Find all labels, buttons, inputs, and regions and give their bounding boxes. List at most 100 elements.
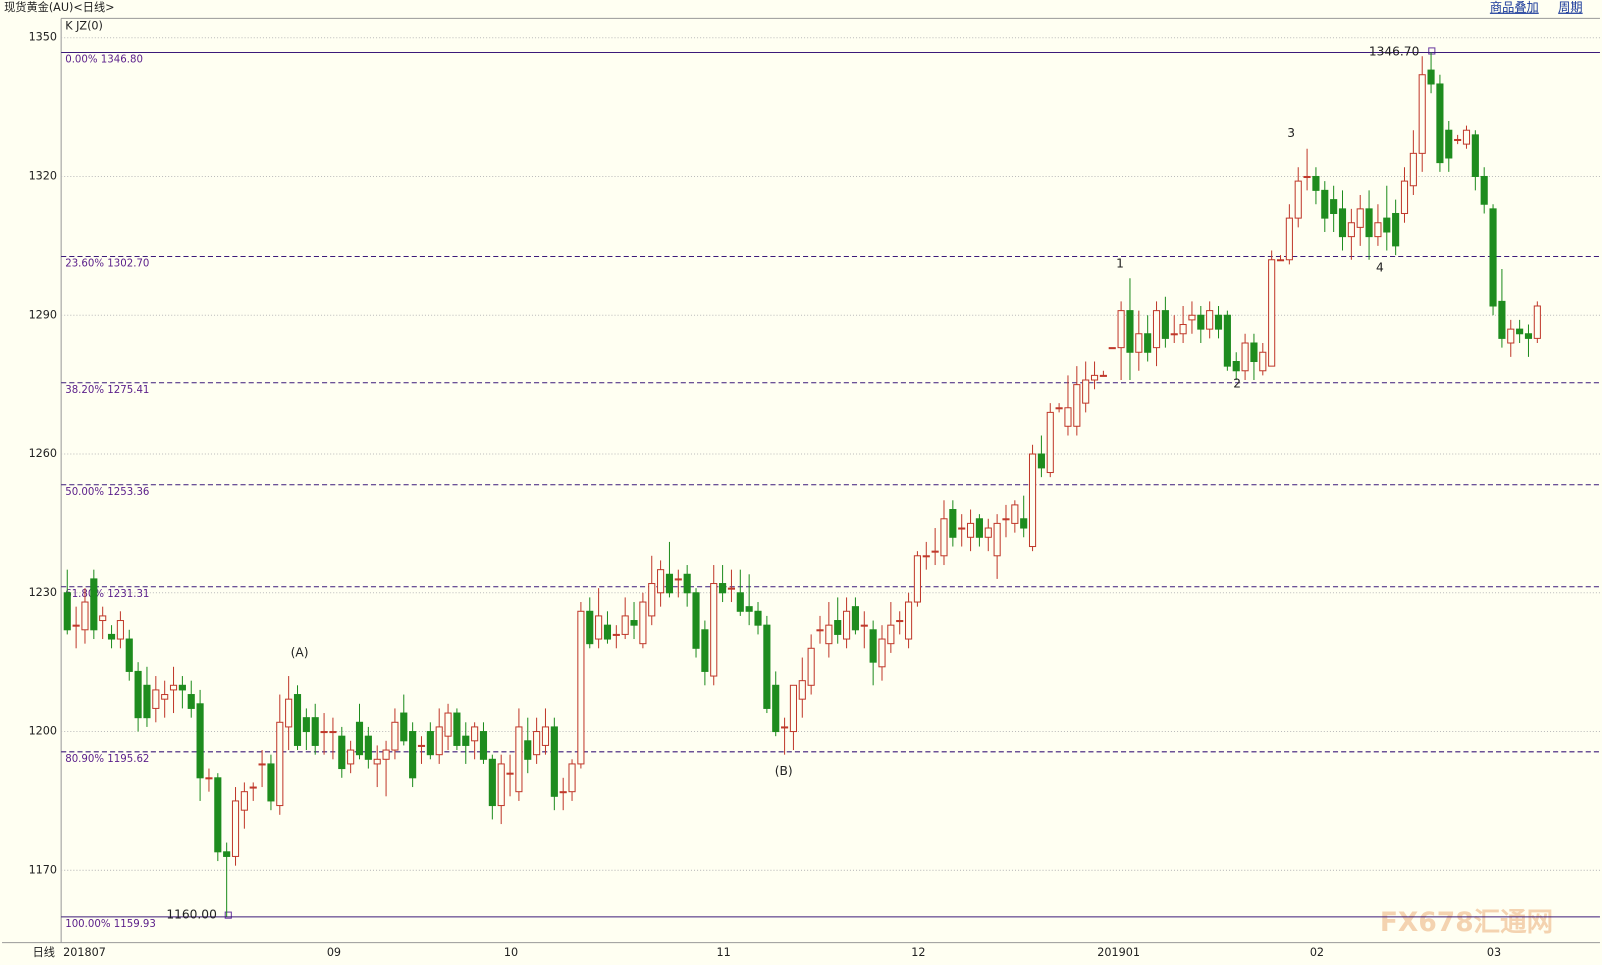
candle-body [1241,342,1249,372]
candle-body [81,601,89,631]
y-tick-label: 1230 [29,586,57,599]
period-label: 日线 [33,945,55,959]
candle-body [1144,333,1152,353]
candle-body [267,763,275,802]
candle-body [922,555,930,558]
candle-body [1533,305,1541,339]
candle-body [851,606,859,631]
candle-body [736,592,744,612]
candle-body [710,583,718,677]
candle-body [904,601,913,640]
annotation: 2 [1233,377,1241,391]
candle-body [1392,212,1400,247]
candle-body [1374,222,1382,238]
candle-body [648,583,656,617]
candle-body [639,601,647,645]
candle-body [612,633,620,636]
candle-body [1223,314,1231,367]
candle-body [1161,310,1169,339]
candle-body [657,569,665,594]
candle-body [966,522,975,538]
candle-body [1011,504,1019,524]
candle-body [1028,453,1037,548]
candle-body [807,647,815,686]
candle-body [1108,347,1116,350]
watermark: FX678汇通网 [1380,907,1553,938]
candle-body [692,592,700,649]
annotation: 4 [1376,261,1384,275]
candle-body [1099,374,1107,377]
candle-body [99,615,107,622]
candle-body [462,735,470,746]
candle-body [949,509,957,538]
candle-body [1516,328,1524,335]
candle-body [798,680,806,700]
candle-body [603,624,612,640]
candle-body [143,684,151,719]
candle-body [90,578,98,631]
candle-body [1489,208,1497,307]
candle-body [1126,310,1134,353]
candle-body [488,758,496,807]
period-link[interactable]: 周期 [1558,1,1582,15]
candle-body [595,615,603,640]
candle-body [1232,360,1240,372]
candle-body [843,610,851,640]
high-marker [1428,47,1436,55]
candle-body [1462,129,1471,145]
candle-body [444,712,452,737]
candle-body [1170,333,1178,336]
candle-body [231,800,240,857]
overlay-link[interactable]: 商品叠加 [1490,0,1539,15]
candle-body [727,587,736,590]
candle-body [1002,518,1010,521]
indicator: K JZ(0) [65,19,103,32]
candle-body [1321,189,1329,219]
candle-body [1436,83,1444,164]
candle-body [497,763,505,807]
candle-body [302,717,310,733]
x-tick-label: 201901 [1097,946,1140,959]
candle-body [1268,259,1276,367]
candle-body [320,731,328,734]
candle-body [533,731,541,756]
fib-label: 100.00% 1159.93 [65,919,156,930]
candle-body [860,624,868,627]
candle-body [1383,217,1391,233]
candle-body [940,518,948,557]
y-tick-label: 1290 [29,308,57,321]
candle-body [674,578,682,581]
fib-label: 38.20% 1275.41 [65,385,149,396]
candle-body [125,638,133,672]
candle-body [373,758,381,765]
x-tick-label: 201807 [63,946,106,959]
candle-body [364,735,372,760]
candle-body [958,527,966,530]
chart-title: 现货黄金(AU)<日线> [4,0,114,14]
candle-body [816,629,824,632]
candle-body [1480,175,1488,205]
candle-body [1064,407,1072,427]
candle-body [276,721,284,807]
annotation: 1160.00 [166,908,217,922]
fib-label: 50.00% 1253.36 [65,487,149,498]
annotation: 1 [1116,256,1124,270]
candle-body [719,583,727,594]
candle-body [1214,314,1223,330]
candle-body [417,744,426,747]
candle-body [621,615,629,635]
fib-label: 80.90% 1195.62 [65,754,149,765]
x-tick-label: 09 [327,946,341,959]
candle-body [347,749,355,765]
candle-body [391,721,399,751]
y-tick-label: 1320 [29,169,57,182]
candle-body [754,610,762,626]
annotation: (A) [291,646,309,660]
candle-body [745,606,753,612]
candle-body [577,610,585,765]
candle-body [1073,384,1081,427]
candle-body [1471,134,1479,177]
candle-body [1409,152,1417,187]
